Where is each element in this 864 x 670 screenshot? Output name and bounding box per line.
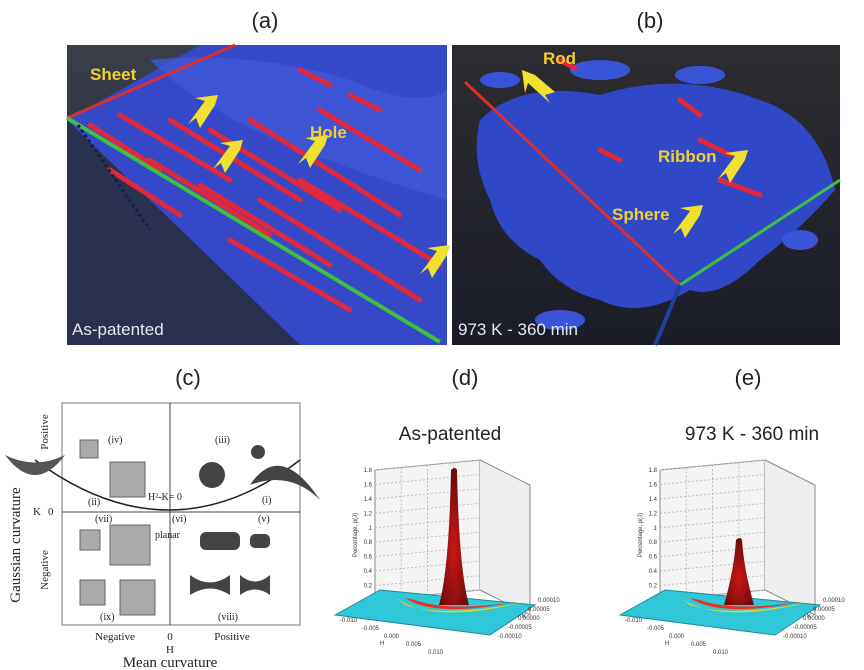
plot-title: 973 K - 360 min <box>685 424 819 445</box>
x-tick-label: 0.000 <box>669 634 685 640</box>
region-label: (vii) <box>95 514 112 525</box>
z-tick-label: 1.8 <box>649 468 658 474</box>
axis-label: Percentage, p(J) <box>353 513 359 557</box>
annotation: Hole <box>310 123 347 142</box>
z-tick-label: 0.4 <box>364 569 373 575</box>
x-tick-label: -0.005 <box>362 626 380 632</box>
wall <box>480 460 530 615</box>
axis-label: Negative <box>95 631 135 643</box>
x-tick-label: -0.010 <box>625 618 643 624</box>
x-tick-label: 0.000 <box>384 634 400 640</box>
axis-label: K <box>807 614 811 620</box>
caption: As-patented <box>72 320 164 339</box>
k-tick-label: -0.00005 <box>793 625 817 631</box>
annotation: Rod <box>543 49 576 68</box>
z-tick-label: 0.2 <box>649 584 658 590</box>
z-tick-label: 1 <box>369 526 373 532</box>
k-tick-label: 0.00010 <box>538 598 560 604</box>
x-tick-label: 0.010 <box>428 650 444 656</box>
z-tick-label: 1 <box>654 526 658 532</box>
axis-label: Positive <box>39 414 51 450</box>
axis-label: Mean curvature <box>123 655 218 670</box>
region-label: (i) <box>262 495 271 506</box>
panel-b-image: Rod Ribbon Sphere 973 K - 360 min <box>452 45 840 345</box>
axis-symbol: K <box>33 506 41 518</box>
panel-label: (b) <box>637 8 664 33</box>
region-label: (iii) <box>215 435 230 446</box>
z-tick-label: 0.6 <box>364 555 373 561</box>
caption: 973 K - 360 min <box>458 320 578 339</box>
annotation: Ribbon <box>658 147 717 166</box>
panel-label: (a) <box>252 8 279 33</box>
x-tick-label: -0.005 <box>647 626 665 632</box>
axis-label: Positive <box>214 631 250 643</box>
k-tick-label: -0.00010 <box>498 634 522 640</box>
z-tick-label: 1.4 <box>649 497 658 503</box>
planar-label: planar <box>155 530 181 541</box>
z-tick-label: 0.8 <box>649 540 658 546</box>
x-tick-label: 0.005 <box>691 642 707 648</box>
panel-label: (c) <box>175 365 201 390</box>
z-tick-label: 1.4 <box>364 497 373 503</box>
z-tick-label: 0.6 <box>649 555 658 561</box>
region-label: (ii) <box>88 497 100 508</box>
z-tick-label: 1.2 <box>649 511 658 517</box>
panel-a-image: Sheet Hole As-patented <box>67 45 450 345</box>
annotation: Sheet <box>90 65 137 84</box>
axis-label: Negative <box>39 550 51 590</box>
panel-label: (d) <box>452 365 479 390</box>
x-tick-label: 0.010 <box>713 650 729 656</box>
axis-label: Percentage, p(J) <box>638 513 644 557</box>
z-tick-label: 1.8 <box>364 468 373 474</box>
region-label: (vi) <box>172 514 186 525</box>
axis-zero: 0 <box>48 506 54 518</box>
z-tick-label: 1.6 <box>364 482 373 488</box>
region-label: (ix) <box>100 612 114 623</box>
z-tick-label: 0.8 <box>364 540 373 546</box>
z-tick-label: 0.2 <box>364 584 373 590</box>
z-tick-label: 1.6 <box>649 482 658 488</box>
k-tick-label: -0.00005 <box>508 625 532 631</box>
annotation: Sphere <box>612 205 670 224</box>
surface-plot: 1.81.61.41.210.80.60.40.20Percentage, p(… <box>620 460 845 656</box>
k-tick-label: -0.00010 <box>783 634 807 640</box>
panel-c-diagram: Gaussian curvature Positive Negative K 0… <box>5 403 320 670</box>
region-label: (iv) <box>108 435 122 446</box>
plot-title: As-patented <box>399 424 501 445</box>
k-tick-label: 0.00005 <box>528 607 550 613</box>
axis-label: K <box>522 614 526 620</box>
region-label: (v) <box>258 514 270 525</box>
equation: H²-K= 0 <box>148 492 182 503</box>
z-tick-label: 1.2 <box>364 511 373 517</box>
figure: (a) (b) (c) (d) (e) Sheet Hole As-patent… <box>0 0 864 670</box>
k-tick-label: 0.00005 <box>813 607 835 613</box>
x-tick-label: -0.010 <box>340 618 358 624</box>
surface-plot: 1.81.61.41.210.80.60.40.20Percentage, p(… <box>335 460 560 656</box>
x-tick-label: 0.005 <box>406 642 422 648</box>
axis-label: H <box>380 641 384 647</box>
z-tick-label: 0.4 <box>649 569 658 575</box>
region-label: (viii) <box>218 612 238 623</box>
panel-label: (e) <box>735 365 762 390</box>
k-tick-label: 0.00010 <box>823 598 845 604</box>
wall <box>765 460 815 615</box>
axis-label: H <box>665 641 669 647</box>
axis-zero: 0 <box>167 631 173 643</box>
axis-label: Gaussian curvature <box>8 487 24 603</box>
